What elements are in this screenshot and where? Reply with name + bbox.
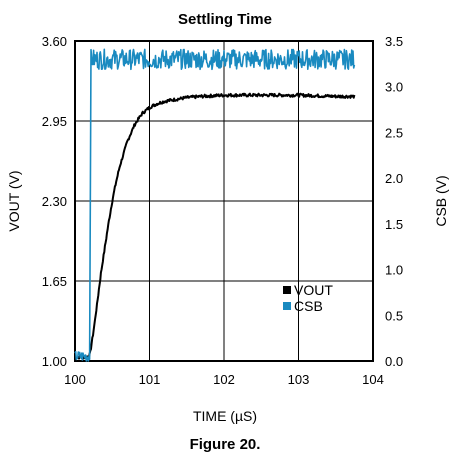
y-left-tick-label: 2.95 [42, 114, 67, 129]
y-left-tick-label: 1.00 [42, 354, 67, 369]
y-left-tick-labels: 1.00 1.65 2.30 2.95 3.60 [42, 34, 67, 369]
y-right-tick-label: 0.0 [385, 354, 403, 369]
y-right-tick-label: 0.5 [385, 308, 403, 323]
y-right-tick-label: 2.0 [385, 171, 403, 186]
series-line-csb [74, 48, 356, 362]
x-tick-label: 101 [139, 372, 161, 387]
x-tick-label: 100 [64, 372, 86, 387]
series-line-vout [74, 92, 356, 360]
y-left-tick-label: 3.60 [42, 34, 67, 49]
x-tick-label: 102 [213, 372, 235, 387]
legend-label-csb: CSB [294, 298, 323, 314]
y-left-tick-label: 2.30 [42, 194, 67, 209]
y-right-tick-labels: 0.0 0.5 1.0 1.5 2.0 2.5 3.0 3.5 [385, 34, 403, 369]
y-right-tick-label: 2.5 [385, 125, 403, 140]
y-right-tick-label: 3.5 [385, 34, 403, 49]
series-lines [74, 48, 356, 362]
legend: VOUT CSB [283, 282, 333, 314]
legend-label-vout: VOUT [294, 282, 333, 298]
y-right-axis-title: CSB (V) [433, 175, 449, 226]
x-tick-label: 103 [288, 372, 310, 387]
x-axis-title: TIME (µS) [193, 408, 257, 424]
x-tick-label: 104 [362, 372, 384, 387]
y-left-axis-title: VOUT (V) [6, 170, 22, 231]
figure-caption: Figure 20. [190, 436, 261, 453]
legend-swatch-csb [283, 302, 291, 310]
y-right-tick-label: 3.0 [385, 80, 403, 95]
y-right-tick-label: 1.0 [385, 263, 403, 278]
x-tick-labels: 100 101 102 103 104 [64, 372, 384, 387]
chart-title: Settling Time [178, 11, 272, 28]
y-left-tick-label: 1.65 [42, 274, 67, 289]
y-right-tick-label: 1.5 [385, 217, 403, 232]
legend-swatch-vout [283, 286, 291, 294]
